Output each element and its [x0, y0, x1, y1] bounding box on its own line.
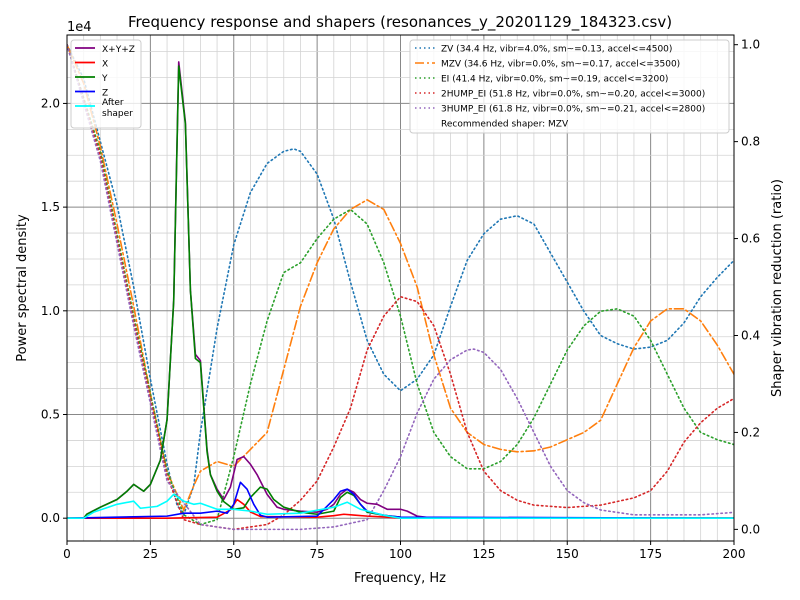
- x-tick-label: 150: [556, 547, 579, 561]
- legend-label: X+Y+Z: [102, 45, 135, 55]
- legend-label: ZV (34.4 Hz, vibr=4.0%, sm~=0.13, accel<…: [441, 45, 672, 55]
- y-right-tick-label: 0.2: [741, 425, 760, 439]
- x-tick-label: 25: [143, 547, 158, 561]
- legend-label: MZV (34.6 Hz, vibr=0.0%, sm~=0.17, accel…: [441, 60, 680, 70]
- psd-line-2: [67, 65, 734, 519]
- y-tick-label: 0.0: [41, 511, 60, 525]
- y-tick-label: 0.5: [41, 408, 60, 422]
- legend-label: After shaper: [102, 98, 133, 119]
- y-right-tick-label: 0.4: [741, 328, 760, 342]
- x-tick-label: 125: [472, 547, 495, 561]
- legend-label: 2HUMP_EI (51.8 Hz, vibr=0.0%, sm~=0.20, …: [441, 90, 705, 100]
- psd-line-3: [67, 481, 734, 519]
- y-right-tick-label: 0.6: [741, 232, 760, 246]
- chart-title: Frequency response and shapers (resonanc…: [128, 13, 672, 32]
- x-tick-label: 100: [389, 547, 412, 561]
- x-tick-label: 200: [723, 547, 746, 561]
- psd-line-4: [67, 493, 734, 519]
- y-right-tick-label: 0.0: [741, 522, 760, 536]
- plot-frame: [66, 34, 735, 542]
- y-tick-label: 1.0: [41, 304, 60, 318]
- x-tick-label: 0: [63, 547, 71, 561]
- y-axis-right-label: Shaper vibration reduction (ratio): [770, 179, 785, 397]
- shaper-line-1: [67, 43, 734, 513]
- legend-label: Z: [102, 89, 108, 99]
- y-axis-label: Power spectral density: [15, 214, 30, 362]
- shaper-line-0: [67, 43, 734, 517]
- y-tick-label: 2.0: [41, 96, 60, 110]
- legend-label: 3HUMP_EI (61.8 Hz, vibr=0.0%, sm~=0.21, …: [441, 105, 705, 115]
- x-tick-label: 175: [639, 547, 662, 561]
- x-tick-label: 50: [226, 547, 241, 561]
- y-offset-label: 1e4: [67, 20, 92, 35]
- x-axis-label: Frequency, Hz: [354, 571, 446, 586]
- x-tick-label: 75: [309, 547, 324, 561]
- recommended-shaper-label: Recommended shaper: MZV: [441, 120, 569, 130]
- shaper-line-4: [67, 43, 734, 531]
- legend-label: X: [102, 60, 108, 70]
- y-right-tick-label: 1.0: [741, 38, 760, 52]
- y-tick-label: 1.5: [41, 200, 60, 214]
- y-right-tick-label: 0.8: [741, 135, 760, 149]
- legend-label: EI (41.4 Hz, vibr=0.0%, sm~=0.19, accel<…: [441, 75, 668, 85]
- legend-label: Y: [101, 74, 108, 84]
- legend-right-box: [409, 39, 730, 134]
